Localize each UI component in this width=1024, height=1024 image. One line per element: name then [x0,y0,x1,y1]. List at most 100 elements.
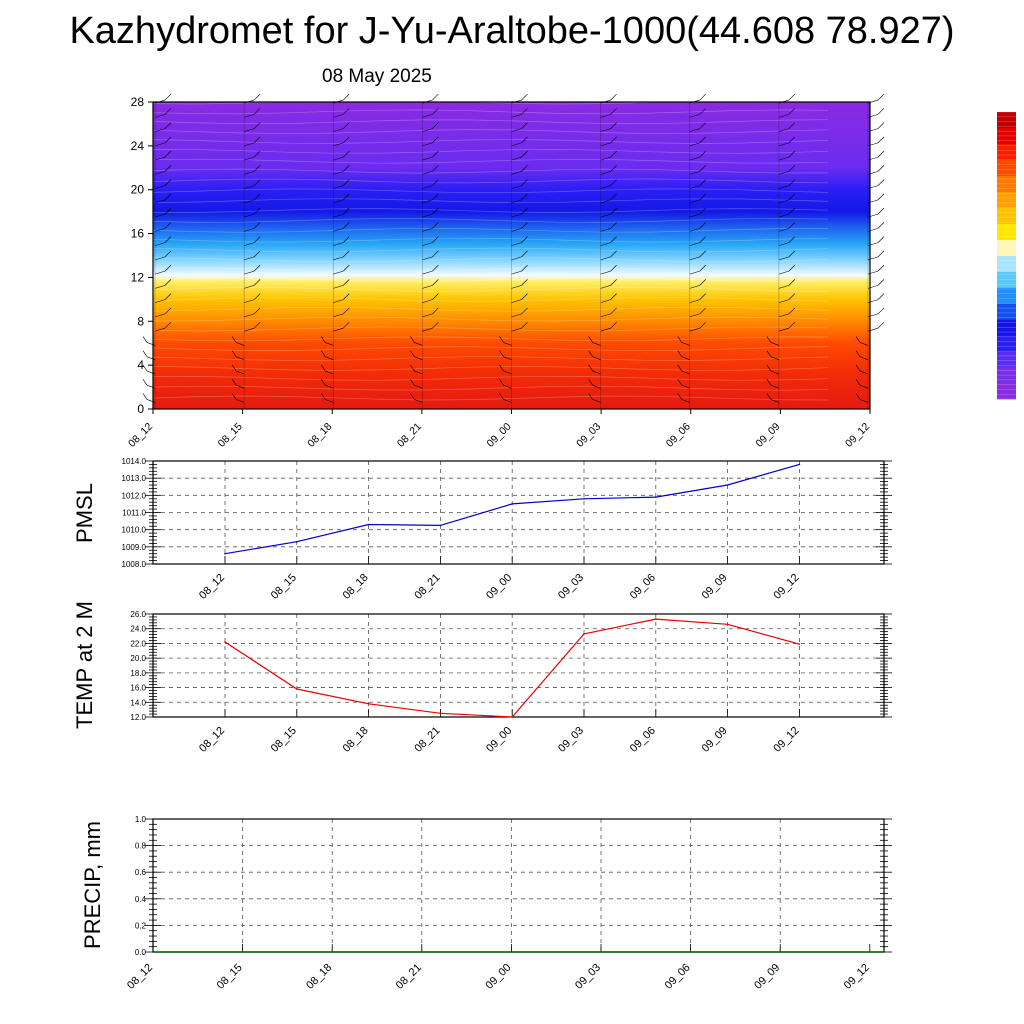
wind-barb [689,156,700,161]
wind-barb-flag [877,165,885,172]
data-point [367,703,370,705]
contour-line [152,346,829,352]
wind-barb-flag [610,321,617,329]
wind-barb-flag [164,122,172,129]
wind-barb [422,327,433,332]
wind-barb-flag [521,250,528,258]
wind-barb [859,399,869,403]
wind-barb-flag [699,108,706,115]
y-tick-label: 0.6 [135,868,147,877]
colorbar-swatch [997,159,1016,177]
wind-barb-flag [343,136,350,144]
colorbar-swatch [997,175,1016,193]
wind-barb [511,213,522,218]
wind-barb-flag [521,136,528,144]
wind-barb-flag [343,236,350,243]
y-tick-label: 1010.0 [122,526,147,535]
wind-barb [600,256,611,261]
wind-barb-flag [432,264,439,272]
wind-barb [778,128,789,132]
wind-barb [154,285,166,289]
wind-barb-flag [432,236,439,243]
wind-barb-flag [877,136,885,144]
x-tick-label: 09_06 [663,962,693,992]
wind-barb-flag [432,93,439,101]
wind-barb [600,285,611,289]
contour-line [152,326,829,332]
wind-barb-flag [343,122,350,129]
wind-barb-flag [521,236,528,243]
wind-barb [333,128,344,132]
wind-barb [503,342,512,346]
wind-barb-flag [855,393,861,400]
wind-barb [154,142,166,147]
wind-barb-flag [699,207,706,215]
wind-barb [681,384,690,389]
wind-barb [154,171,166,175]
wind-barb-flag [499,336,504,343]
wind-barb [325,342,334,346]
wind-barb [778,228,789,232]
x-tick-label: 08_18 [341,572,371,602]
wind-barb-flag [610,307,617,315]
y-tick-label: 26.0 [130,610,146,619]
data-point [726,484,729,486]
x-tick-label: 09_06 [628,572,658,602]
contour-line [152,247,829,253]
wind-barb [600,299,611,303]
wind-barb [600,270,611,275]
wind-barb-flag [855,350,861,357]
wind-barb [778,185,789,189]
contour-line [152,129,829,134]
x-tick-label: 09_03 [556,572,586,602]
contour-line [152,385,829,391]
wind-barb-flag [343,222,350,229]
wind-barb-flag [521,293,528,300]
wind-barb-flag [432,321,439,329]
wind-barb-flag [788,136,796,144]
y-tick-label: 0.0 [135,948,147,957]
wind-barb-flag [677,393,682,400]
wind-barb [414,342,423,346]
contour-line [152,316,829,322]
wind-barb-flag [521,165,528,172]
wind-barb [859,384,869,389]
y-tick-label: 16 [131,227,145,241]
colorbar-swatch [997,255,1016,272]
wind-barb [333,114,344,118]
wind-barb [511,256,522,261]
wind-barb-flag [253,264,261,272]
wind-barb-flag [410,393,415,400]
wind-barb-flag [677,350,682,357]
wind-barb-flag [164,307,172,315]
wind-barb-flag [788,150,796,158]
wind-barb [154,270,166,275]
contour-line [152,257,829,263]
wind-barb-flag [253,165,261,172]
wind-barb-flag [610,165,617,172]
wind-barb [146,356,156,360]
wind-barb-flag [521,193,528,201]
wind-barb [414,399,423,403]
wind-barb-flag [164,93,172,101]
wind-barb [689,185,700,189]
wind-barb [511,128,522,132]
wind-barb [422,285,433,289]
wind-barb-flag [321,379,326,386]
wind-barb [689,142,700,147]
data-point [224,552,226,555]
wind-barb-flag [432,193,439,201]
wind-barb-flag [699,150,706,158]
wind-barb-flag [877,108,885,115]
y-tick-label: 18.0 [130,669,146,678]
wind-barb-flag [142,364,148,372]
wind-barb [422,185,433,189]
wind-barb-flag [766,379,772,386]
wind-barb-flag [164,207,172,215]
wind-barb [154,299,166,303]
wind-barb-flag [164,250,172,258]
wind-barb [414,356,423,360]
y-tick-label: 22.0 [130,639,146,648]
wind-barb-flag [499,379,504,386]
y-tick-label: 0.2 [135,921,147,930]
